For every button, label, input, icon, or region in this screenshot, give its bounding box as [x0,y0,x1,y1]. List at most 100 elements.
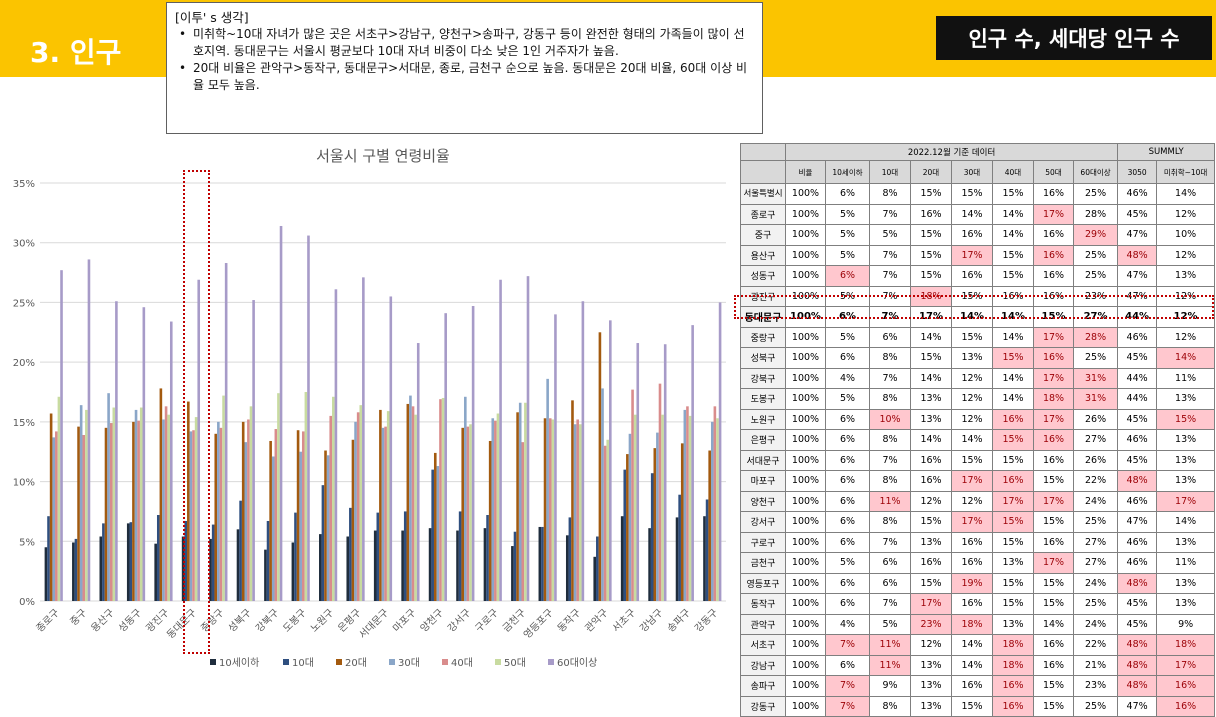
row-label: 서초구 [740,634,786,656]
bar [222,395,225,601]
table-row: 마포구 100% 6% 8% 16% 17% 16% 15% 22% 48% 13% [740,470,1216,492]
bar [162,419,165,601]
table-cell: 44% [1117,306,1158,328]
bar [713,406,717,601]
bar [87,259,91,601]
x-tick-label: 동작구 [555,607,583,635]
bar [137,420,140,601]
bar [294,512,297,601]
y-tick-label: 20% [13,358,35,369]
table-cell: 15% [992,429,1034,451]
chart-title: 서울시 구별 연령비율 [316,147,450,165]
bar [187,401,190,601]
x-tick-label: 강남구 [638,607,666,635]
x-tick-label: 성동구 [116,607,144,635]
table-cell: 12% [1156,306,1216,328]
table-cell: 15% [992,531,1034,553]
table-cell: 9% [869,675,911,697]
table-row: 관악구 100% 4% 5% 23% 18% 13% 14% 24% 45% 9% [740,613,1216,635]
table-cell: 17% [1156,490,1216,512]
bar [44,547,48,601]
table-cell: 7% [869,203,911,225]
bar [319,534,322,601]
x-tick-label: 송파구 [665,607,693,635]
table-row: 영등포구 100% 6% 6% 15% 19% 15% 15% 24% 48% 13% [740,572,1216,594]
bar [466,426,470,601]
table-cell: 46% [1117,429,1158,451]
bar [436,466,440,601]
bar [247,419,250,601]
x-tick-label: 동대문구 [165,607,200,642]
table-cell: 15% [951,326,993,348]
table-cell: 13% [910,654,952,676]
table-cell: 46% [1117,490,1158,512]
bar [678,494,681,601]
table-cell: 16% [1156,675,1216,697]
table-cell: 15% [951,449,993,471]
bar [456,530,459,601]
bar [565,535,569,601]
table-cell: 13% [1156,572,1216,594]
table-cell: 15% [1033,695,1074,717]
row-label: 양천구 [740,490,786,512]
row-label: 강북구 [740,367,786,389]
x-tick-label: 강북구 [253,607,281,635]
table-cell: 48% [1117,634,1158,656]
table-cell: 6% [825,449,870,471]
table-cell: 15% [992,265,1034,287]
bar [593,556,597,601]
table-cell: 14% [992,367,1034,389]
table-cell: 6% [825,183,870,205]
table-cell: 12% [951,408,993,430]
table-cell: 7% [869,593,911,615]
bar [603,445,607,601]
table-cell: 15% [1033,511,1074,533]
table-cell: 4% [825,613,870,635]
table-cell: 17% [1033,490,1074,512]
table-cell: 46% [1117,552,1158,574]
bar [518,402,522,601]
table-row: 종로구 100% 5% 7% 16% 14% 14% 17% 28% 45% 12% [740,203,1216,225]
table-cell: 16% [992,408,1034,430]
table-cell: 16% [910,449,952,471]
table-cell: 46% [1117,326,1158,348]
table-cell: 100% [785,470,826,492]
column-header: 비율 [785,160,826,184]
bar [688,415,692,601]
table-cell: 16% [1033,265,1074,287]
section-title: 3. 인구 [30,36,122,69]
table-cell: 31% [1072,367,1119,389]
table-cell: 45% [1117,203,1158,225]
bar [279,225,283,601]
table-cell: 100% [785,511,826,533]
table-cell: 14% [951,306,993,328]
bar [132,421,135,601]
bar [496,413,500,601]
table-cell: 22% [1072,470,1119,492]
table-cell: 8% [869,695,911,717]
header-blank [740,160,786,184]
row-label: 마포구 [740,470,786,492]
bar [134,409,138,601]
bar [499,279,502,601]
table-cell: 12% [910,634,952,656]
table-cell: 100% [785,675,826,697]
bar [126,523,130,601]
bar [524,402,527,601]
bar [718,302,722,601]
y-tick-label: 35% [13,179,35,190]
table-cell: 13% [1156,470,1216,492]
bar [197,279,201,601]
bar [346,536,350,601]
y-tick-label: 15% [13,418,35,429]
bar [307,235,310,602]
table-cell: 14% [992,388,1034,410]
bar [184,520,188,601]
table-cell: 46% [1117,183,1158,205]
table-cell: 15% [951,695,993,717]
bar [60,270,63,601]
bar [626,454,629,601]
bar [716,418,719,601]
bar [433,452,437,601]
bar [469,424,472,601]
